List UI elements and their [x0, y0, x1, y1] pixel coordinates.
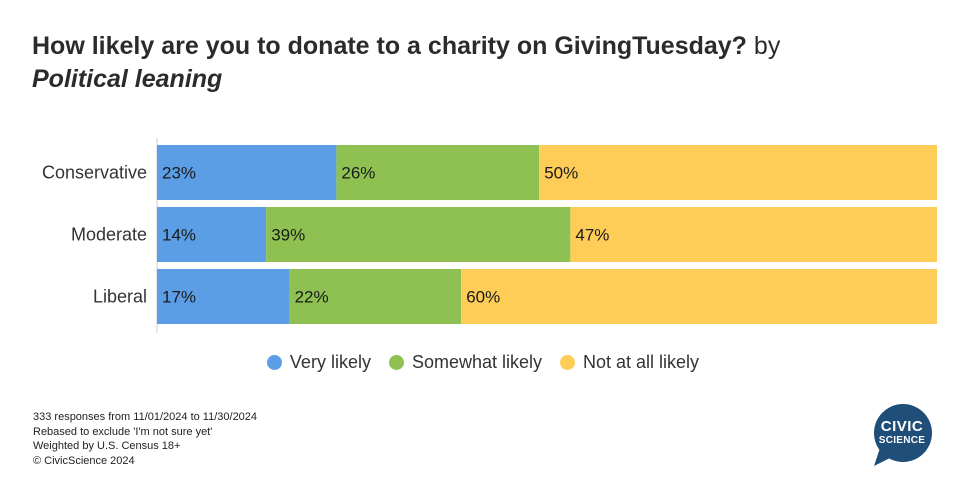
data-label: 39% — [271, 226, 305, 245]
footer-weighted: Weighted by U.S. Census 18+ — [33, 440, 181, 452]
bar-segment — [539, 145, 937, 200]
data-label: 26% — [341, 164, 375, 183]
bar-segment — [461, 269, 937, 324]
legend-marker — [560, 355, 576, 370]
bar-segment — [157, 145, 337, 200]
legend-label: Somewhat likely — [411, 352, 543, 372]
bar-segment — [336, 145, 540, 200]
legend-marker — [388, 355, 404, 370]
logo-line-2: SCIENCE — [878, 435, 926, 446]
data-label: 60% — [466, 288, 500, 307]
category-label: Liberal — [93, 287, 147, 307]
data-label: 22% — [295, 288, 329, 307]
legend-label: Not at all likely — [583, 352, 700, 372]
bar-segment — [570, 207, 937, 262]
logo-line-1: CIVIC — [880, 418, 924, 435]
chart-title-by: by — [746, 32, 781, 60]
chart-title-subject: Political leaning — [32, 65, 223, 93]
legend-item: Not at all likely — [560, 352, 699, 373]
logo-bubble-icon — [874, 404, 932, 466]
legend-item: Somewhat likely — [388, 352, 543, 373]
chart-footer: 333 responses from 11/01/2024 to 11/30/2… — [33, 410, 257, 468]
civicscience-logo: CIVIC SCIENCE — [870, 404, 934, 468]
footer-responses: 333 responses from 11/01/2024 to 11/30/2… — [33, 411, 258, 423]
data-label: 14% — [162, 226, 196, 245]
data-label: 47% — [575, 226, 609, 245]
data-label: 50% — [544, 164, 578, 183]
category-label: Conservative — [42, 163, 147, 183]
chart-legend: Very likely Somewhat likely Not at all lik… — [0, 352, 966, 373]
bar-segment — [157, 269, 290, 324]
bar-segment — [157, 207, 267, 262]
chart-title-main: How likely are you to donate to a charit… — [32, 32, 747, 60]
data-label: 17% — [162, 288, 196, 307]
category-label: Moderate — [71, 225, 147, 245]
footer-copyright: © CivicScience 2024 — [33, 454, 135, 467]
footer-rebased: Rebased to exclude 'I'm not sure yet' — [33, 425, 213, 438]
data-label: 23% — [162, 164, 196, 183]
bar-segment — [266, 207, 571, 262]
legend-marker — [266, 355, 282, 370]
bar-segment — [289, 269, 462, 324]
legend-label: Very likely — [289, 352, 371, 372]
chart-title: How likely are you to donate to a charit… — [32, 30, 932, 96]
legend-item: Very likely — [266, 352, 371, 373]
